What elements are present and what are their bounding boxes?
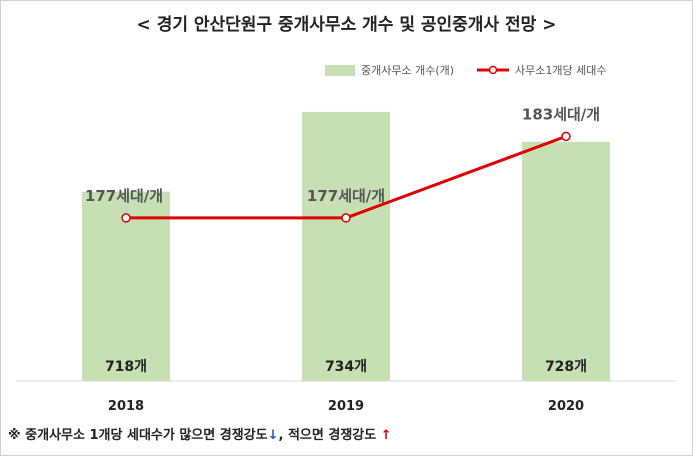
legend-bar-label: 중개사무소 개수(개) xyxy=(361,64,455,77)
footnote: ※ 중개사무소 1개당 세대수가 많으면 경쟁강도↓, 적으면 경쟁강도 ↑ xyxy=(8,424,392,443)
line-point-2020 xyxy=(561,131,571,142)
x-tick-2019: 2019 xyxy=(328,399,364,414)
line-label-2018: 177세대/개 xyxy=(85,187,163,205)
bar-2019 xyxy=(302,111,390,382)
x-tick-2018: 2018 xyxy=(108,399,144,414)
bar-2020 xyxy=(522,141,610,381)
line-label-2020: 183세대/개 xyxy=(522,105,600,123)
legend-item-bar: 중개사무소 개수(개) xyxy=(325,62,454,78)
x-tick-2020: 2020 xyxy=(548,399,584,414)
bar-label-2018: 718개 xyxy=(105,359,147,375)
legend-line-label: 사무소1개당 세대수 xyxy=(515,64,607,77)
arrow-down-icon: ↓ xyxy=(267,428,279,443)
legend: 중개사무소 개수(개) 사무소1개당 세대수 xyxy=(325,62,629,78)
bar-label-2019: 734개 xyxy=(325,359,367,375)
line-label-2019: 177세대/개 xyxy=(307,187,385,205)
bar-2018 xyxy=(82,191,170,381)
line-point-2018 xyxy=(121,213,131,223)
legend-bar-swatch xyxy=(325,64,355,76)
chart-title: < 경기 안산단원구 중개사무소 개수 및 공인중개사 전망 > xyxy=(136,15,557,35)
footnote-prefix: ※ 중개사무소 1개당 세대수가 많으면 경쟁강도 xyxy=(8,428,268,443)
line-point-2019 xyxy=(341,213,351,223)
footnote-middle: , 적으면 경쟁강도 xyxy=(278,428,381,443)
legend-item-line: 사무소1개당 세대수 xyxy=(476,62,607,78)
legend-line-swatch xyxy=(477,65,510,75)
bar-label-2020: 728개 xyxy=(545,359,587,375)
arrow-up-icon: ↑ xyxy=(380,428,392,443)
